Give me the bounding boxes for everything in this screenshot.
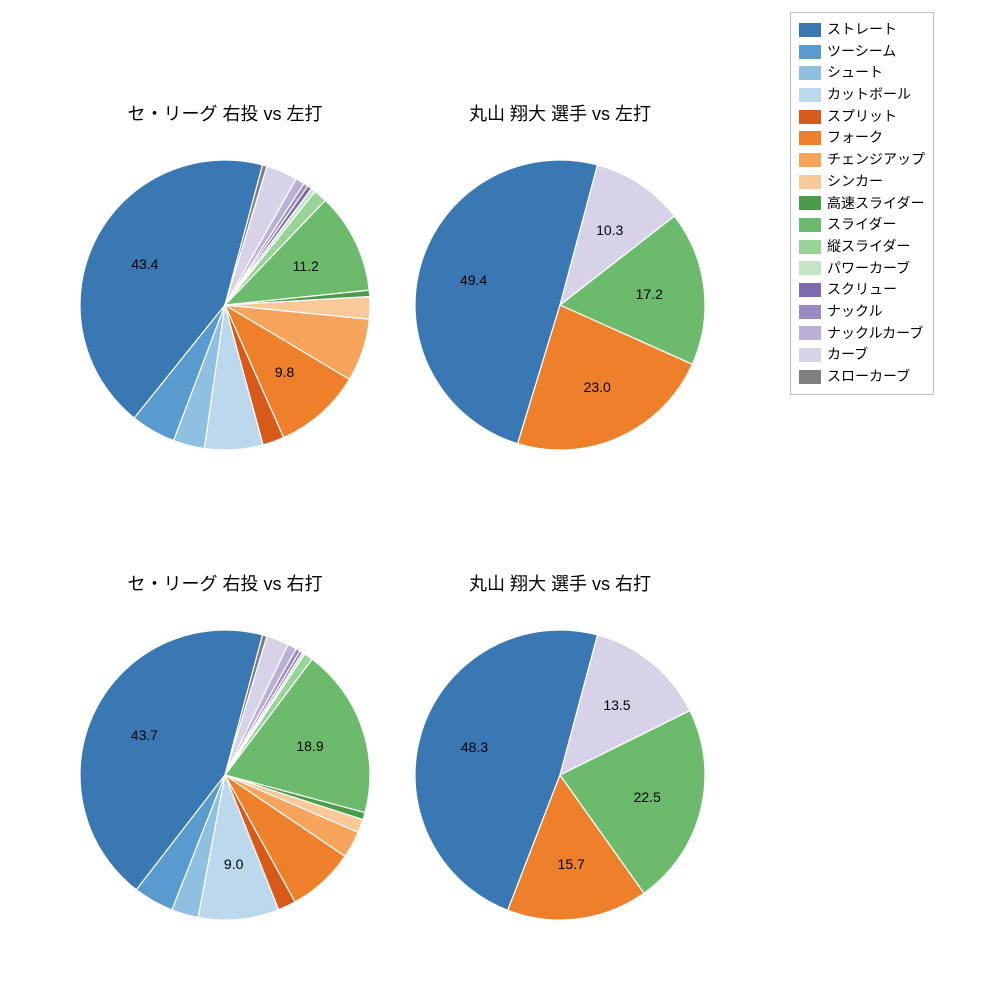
legend-label: ナックル	[827, 301, 883, 323]
pie-slice-label: 15.7	[558, 856, 585, 872]
legend: ストレートツーシームシュートカットボールスプリットフォークチェンジアップシンカー…	[790, 12, 934, 395]
legend-label: シュート	[827, 62, 883, 84]
legend-item: スライダー	[799, 214, 925, 236]
legend-label: フォーク	[827, 127, 883, 149]
chart-title: セ・リーグ 右投 vs 右打	[65, 570, 385, 596]
legend-item: パワーカーブ	[799, 258, 925, 280]
legend-swatch	[799, 218, 821, 232]
legend-swatch	[799, 88, 821, 102]
legend-swatch	[799, 348, 821, 362]
legend-item: シンカー	[799, 171, 925, 193]
pie-slice-label: 23.0	[584, 379, 611, 395]
chart-title: 丸山 翔大 選手 vs 左打	[400, 100, 720, 126]
pie-slice-label: 43.7	[131, 727, 158, 743]
pie-top-left	[78, 158, 372, 452]
legend-item: フォーク	[799, 127, 925, 149]
legend-swatch	[799, 110, 821, 124]
legend-item: ストレート	[799, 19, 925, 41]
legend-item: スプリット	[799, 106, 925, 128]
legend-swatch	[799, 240, 821, 254]
legend-label: カーブ	[827, 344, 868, 366]
pie-slice-label: 49.4	[460, 272, 487, 288]
legend-swatch	[799, 370, 821, 384]
pie-top-right	[413, 158, 707, 452]
legend-label: シンカー	[827, 171, 883, 193]
legend-swatch	[799, 131, 821, 145]
pie-slice-label: 17.2	[636, 286, 663, 302]
legend-item: シュート	[799, 62, 925, 84]
pie-slice-label: 43.4	[131, 256, 158, 272]
legend-swatch	[799, 66, 821, 80]
legend-label: 高速スライダー	[827, 193, 924, 215]
legend-item: 高速スライダー	[799, 193, 925, 215]
legend-swatch	[799, 283, 821, 297]
legend-swatch	[799, 23, 821, 37]
legend-item: ナックルカーブ	[799, 323, 925, 345]
legend-label: スライダー	[827, 214, 896, 236]
legend-item: 縦スライダー	[799, 236, 925, 258]
pie-bottom-right	[413, 628, 707, 922]
legend-item: ナックル	[799, 301, 925, 323]
legend-swatch	[799, 326, 821, 340]
legend-swatch	[799, 45, 821, 59]
pie-bottom-left	[78, 628, 372, 922]
legend-label: スプリット	[827, 106, 897, 128]
chart-grid: セ・リーグ 右投 vs 左打 43.4 9.8 11.2 丸山 翔大 選手 vs 左打 4…	[0, 0, 1000, 1000]
legend-item: ツーシーム	[799, 41, 925, 63]
legend-item: カットボール	[799, 84, 925, 106]
legend-swatch	[799, 175, 821, 189]
legend-label: スクリュー	[827, 279, 897, 301]
legend-swatch	[799, 196, 821, 210]
pie-slice-label: 13.5	[603, 697, 630, 713]
pie-slice-label: 11.2	[293, 258, 319, 274]
legend-label: パワーカーブ	[827, 258, 910, 280]
pie-slice-label: 9.0	[224, 856, 243, 872]
legend-label: チェンジアップ	[827, 149, 925, 171]
chart-title: セ・リーグ 右投 vs 左打	[65, 100, 385, 126]
legend-swatch	[799, 305, 821, 319]
pie-slice-label: 9.8	[275, 364, 294, 380]
legend-label: ナックルカーブ	[827, 323, 923, 345]
legend-label: ツーシーム	[827, 41, 896, 63]
pie-slice-label: 48.3	[461, 739, 488, 755]
pie-slice-label: 18.9	[296, 738, 323, 754]
legend-item: スクリュー	[799, 279, 925, 301]
pie-slice-label: 10.3	[596, 222, 623, 238]
legend-swatch	[799, 153, 821, 167]
legend-label: カットボール	[827, 84, 911, 106]
legend-swatch	[799, 261, 821, 275]
pie-slice-label: 22.5	[634, 789, 661, 805]
legend-label: 縦スライダー	[827, 236, 910, 258]
legend-label: ストレート	[827, 19, 897, 41]
legend-item: チェンジアップ	[799, 149, 925, 171]
legend-label: スローカーブ	[827, 366, 910, 388]
legend-item: カーブ	[799, 344, 925, 366]
chart-title: 丸山 翔大 選手 vs 右打	[400, 570, 720, 596]
legend-item: スローカーブ	[799, 366, 925, 388]
